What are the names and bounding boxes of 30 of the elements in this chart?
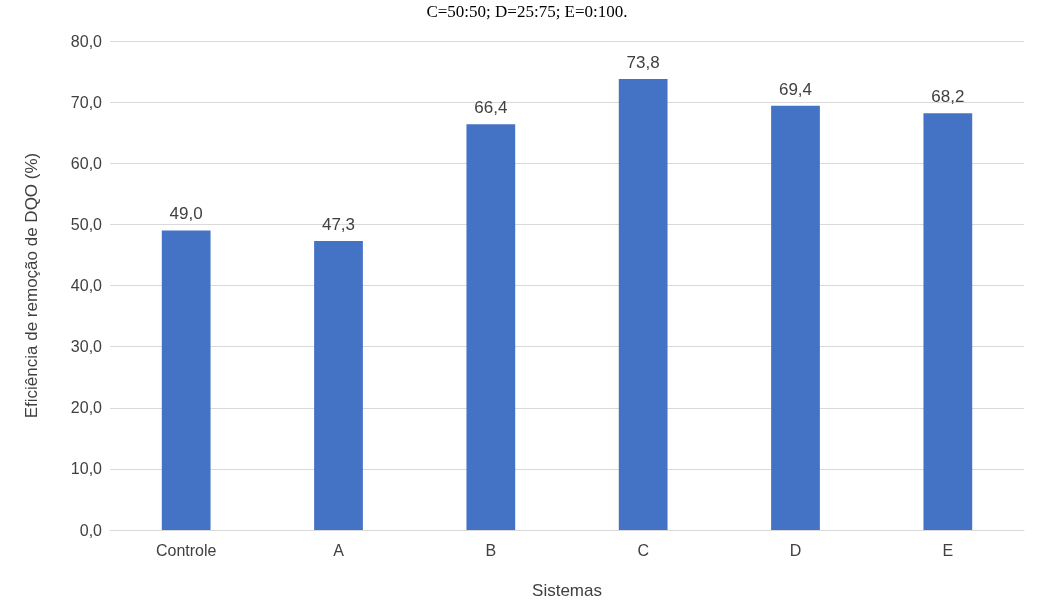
bar [923,113,973,530]
bar [314,240,363,530]
y-tick-label: 40,0 [70,277,103,294]
y-tick-label: 20,0 [70,399,103,417]
y-tick-label: 30,0 [70,338,103,356]
y-tick-label: 70,0 [70,93,103,111]
bar [466,124,516,530]
bar [771,105,820,530]
x-tick-label: A [333,541,345,559]
x-tick-label: B [485,541,497,559]
bar [161,230,211,530]
y-axis-title: Eficiência de remoção de DQO (%) [22,152,41,419]
x-tick-label: Controle [155,541,217,559]
x-axis-title: Sistemas [532,581,602,600]
x-tick-label: D [789,541,802,559]
data-label: 73,8 [626,52,660,72]
data-label: 47,3 [321,214,356,234]
x-tick-label: C [637,541,649,559]
y-tick-label: 10,0 [70,460,103,478]
x-tick-label: E [942,541,954,559]
data-label: 68,2 [931,87,965,107]
data-label: 69,4 [778,79,813,99]
bar [618,78,668,530]
data-label: 66,4 [474,98,508,118]
y-tick-label: 80,0 [70,32,103,50]
data-label: 49,0 [169,204,203,224]
y-tick-label: 50,0 [70,215,103,233]
text: C=50:50; D=25:75; E=0:100. [425,2,629,22]
y-tick-label: 60,0 [70,154,103,172]
y-tick-label: 0,0 [79,521,103,539]
